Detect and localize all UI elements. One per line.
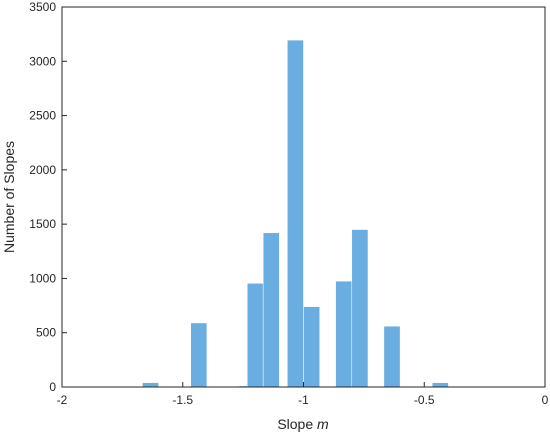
x-tick-label: 0 — [542, 393, 549, 407]
histogram-bar-0 — [142, 382, 159, 388]
histogram-bar-9 — [383, 325, 401, 388]
y-tick-label: 2000 — [29, 163, 56, 177]
y-tick-label: 3500 — [29, 0, 56, 14]
y-axis-label: Number of Slopes — [1, 141, 17, 253]
y-tick-label: 1000 — [29, 271, 56, 285]
histogram-bar-4 — [262, 232, 280, 388]
histogram-bar-6 — [303, 306, 320, 388]
y-tick-label: 3000 — [29, 54, 56, 68]
histogram-bar-7 — [335, 280, 353, 388]
histogram-bar-1 — [190, 322, 208, 388]
y-tick-label: 1500 — [29, 217, 56, 231]
y-tick-label: 500 — [36, 326, 56, 340]
histogram-bar-8 — [351, 229, 369, 388]
histogram-bars — [142, 39, 449, 388]
histogram-bar-3 — [246, 283, 264, 388]
x-tick-label: -2 — [57, 393, 68, 407]
x-axis-label: Slope m — [277, 416, 329, 432]
histogram-bar-10 — [431, 382, 449, 388]
histogram-bar-5 — [287, 39, 304, 388]
y-tick-label: 2500 — [29, 109, 56, 123]
x-tick-label: -1.5 — [172, 393, 193, 407]
x-axis-ticks: -2 -1.5 -1 -0.5 0 — [57, 382, 549, 407]
x-tick-label: -1 — [298, 393, 309, 407]
x-tick-label: -0.5 — [414, 393, 435, 407]
y-tick-label: 0 — [49, 380, 56, 394]
x-axis-label-text: Slope — [277, 416, 313, 432]
y-axis-ticks: 0 500 1000 1500 2000 2500 3000 3500 — [29, 0, 67, 394]
x-axis-label-variable: m — [317, 416, 329, 432]
